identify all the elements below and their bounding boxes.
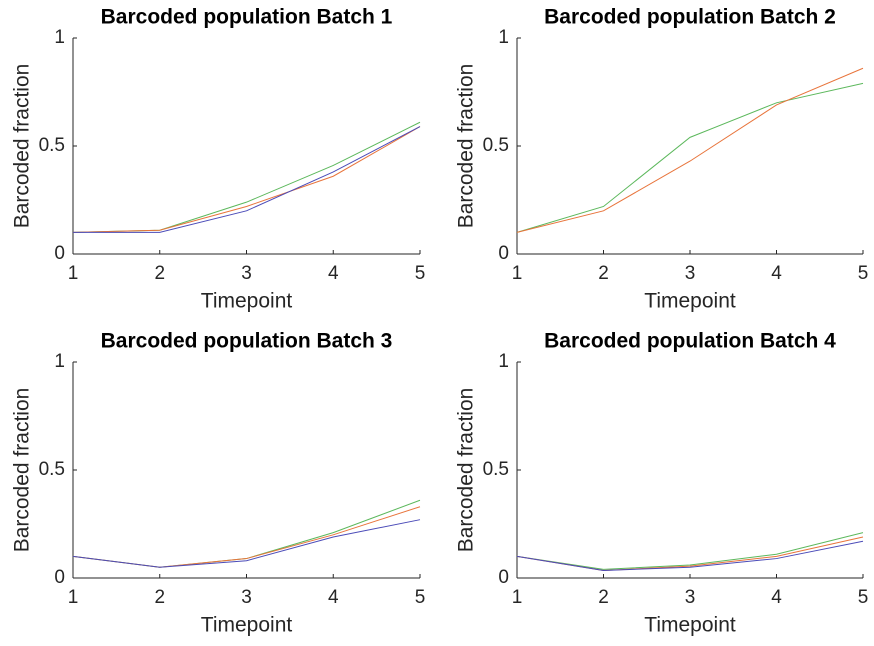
y-axis-label: Barcoded fraction	[11, 64, 34, 229]
data-line	[516, 532, 864, 570]
y-tick-label: 0.5	[39, 459, 65, 480]
data-line	[72, 126, 421, 233]
y-axis-label: Barcoded fraction	[455, 388, 478, 553]
x-tick-label: 4	[328, 587, 339, 608]
data-line	[516, 82, 864, 233]
y-tick-label: 0.5	[483, 135, 509, 156]
x-tick-label: 5	[415, 587, 426, 608]
x-tick-label: 2	[598, 263, 609, 284]
data-line	[72, 519, 421, 568]
data-line	[72, 506, 421, 568]
x-tick-label: 1	[68, 263, 79, 284]
chart-title: Barcoded population Batch 3	[101, 330, 393, 353]
y-tick-label: 0	[54, 567, 65, 588]
data-line	[516, 540, 864, 571]
x-axis-label: Timepoint	[201, 614, 293, 637]
data-line	[72, 499, 421, 568]
x-axis-label: Timepoint	[644, 290, 736, 313]
y-tick-label: 1	[498, 27, 509, 48]
x-tick-label: 4	[771, 587, 782, 608]
x-tick-label: 2	[154, 587, 165, 608]
x-axis-label: Timepoint	[201, 290, 293, 313]
y-tick-label: 0	[498, 567, 509, 588]
x-tick-label: 5	[858, 587, 869, 608]
x-tick-label: 3	[685, 263, 696, 284]
y-tick-label: 1	[498, 351, 509, 372]
subplot: Barcoded population Batch 4 Timepoint Barc…	[455, 330, 869, 637]
y-axis-label: Barcoded fraction	[455, 64, 478, 229]
x-tick-label: 4	[328, 263, 339, 284]
data-line	[73, 126, 421, 233]
x-tick-label: 3	[241, 263, 252, 284]
y-tick-label: 0	[498, 243, 509, 264]
y-tick-label: 1	[54, 27, 65, 48]
x-tick-label: 1	[512, 587, 523, 608]
data-line	[72, 121, 421, 233]
y-tick-label: 1	[54, 351, 65, 372]
subplot: Barcoded population Batch 1 Timepoint Barc…	[11, 6, 426, 313]
x-tick-label: 1	[512, 263, 523, 284]
x-tick-label: 3	[685, 587, 696, 608]
x-axis-label: Timepoint	[644, 614, 736, 637]
subplot: Barcoded population Batch 3 Timepoint Barc…	[11, 330, 426, 637]
y-tick-label: 0.5	[483, 459, 509, 480]
x-tick-label: 2	[154, 263, 165, 284]
x-tick-label: 1	[68, 587, 79, 608]
chart-title: Barcoded population Batch 1	[101, 6, 393, 29]
x-tick-label: 2	[598, 587, 609, 608]
x-tick-label: 5	[415, 263, 426, 284]
x-tick-label: 3	[241, 587, 252, 608]
subplot: Barcoded population Batch 2 Timepoint Barc…	[455, 6, 869, 313]
y-tick-label: 0	[54, 243, 65, 264]
y-tick-label: 0.5	[39, 135, 65, 156]
x-tick-label: 4	[771, 263, 782, 284]
chart-title: Barcoded population Batch 2	[544, 6, 836, 29]
data-line	[516, 67, 864, 233]
x-tick-label: 5	[858, 263, 869, 284]
chart-title: Barcoded population Batch 4	[544, 330, 836, 353]
y-axis-label: Barcoded fraction	[11, 388, 34, 553]
